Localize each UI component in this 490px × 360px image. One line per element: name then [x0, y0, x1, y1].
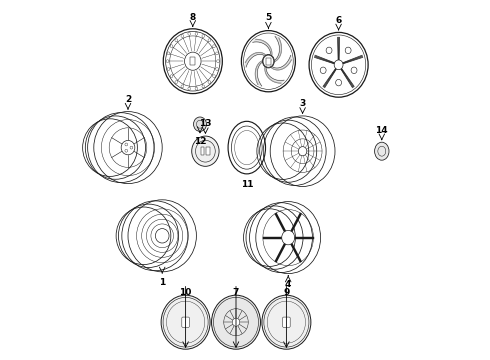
Text: 7: 7 — [233, 288, 239, 297]
Text: 12: 12 — [194, 137, 206, 146]
Text: 10: 10 — [179, 288, 192, 297]
Text: 8: 8 — [190, 13, 196, 22]
Polygon shape — [245, 53, 265, 67]
Ellipse shape — [345, 47, 351, 54]
Polygon shape — [265, 68, 284, 83]
Ellipse shape — [121, 140, 135, 155]
Ellipse shape — [374, 142, 389, 160]
Ellipse shape — [320, 67, 326, 73]
Ellipse shape — [161, 295, 210, 349]
Text: 1: 1 — [159, 278, 165, 287]
Polygon shape — [255, 61, 262, 86]
Ellipse shape — [351, 67, 357, 73]
Text: 3: 3 — [299, 99, 306, 108]
Text: 4: 4 — [285, 280, 292, 289]
Text: 6: 6 — [336, 16, 342, 25]
Ellipse shape — [194, 117, 206, 131]
Ellipse shape — [263, 54, 274, 68]
Bar — [190, 57, 196, 65]
Text: 14: 14 — [375, 126, 388, 135]
Bar — [266, 58, 270, 64]
Ellipse shape — [334, 60, 343, 70]
Ellipse shape — [192, 136, 219, 166]
Text: 2: 2 — [125, 95, 131, 104]
Text: 9: 9 — [283, 288, 290, 297]
FancyBboxPatch shape — [182, 317, 189, 327]
Polygon shape — [253, 39, 272, 55]
Bar — [206, 148, 210, 155]
Ellipse shape — [232, 318, 240, 326]
Ellipse shape — [298, 147, 307, 156]
Ellipse shape — [263, 55, 274, 67]
Text: 5: 5 — [265, 13, 271, 22]
Ellipse shape — [326, 47, 332, 54]
Text: 11: 11 — [241, 180, 253, 189]
Polygon shape — [275, 36, 281, 61]
Ellipse shape — [185, 52, 201, 70]
FancyBboxPatch shape — [283, 317, 290, 327]
Polygon shape — [272, 55, 292, 70]
Ellipse shape — [212, 295, 261, 349]
Text: 13: 13 — [199, 119, 212, 128]
Ellipse shape — [262, 295, 311, 349]
Ellipse shape — [282, 230, 294, 245]
Ellipse shape — [336, 79, 342, 86]
Bar — [200, 148, 204, 155]
Ellipse shape — [155, 229, 169, 243]
